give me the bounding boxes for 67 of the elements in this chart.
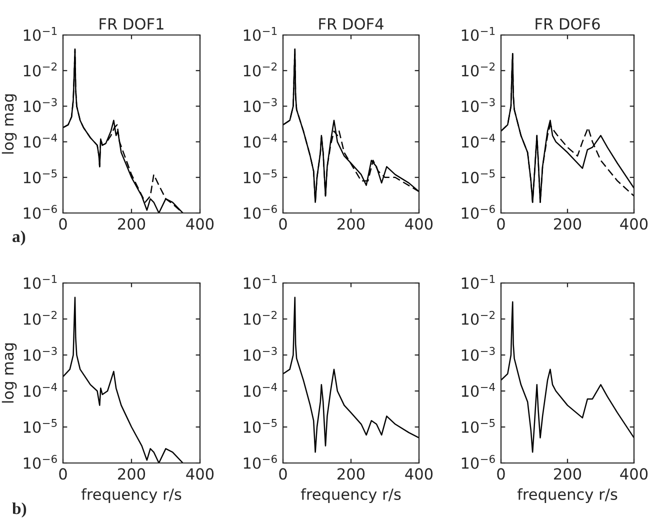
x-tick-label: 400 [405, 218, 433, 230]
y-tick-label: 10$^{−4}$ [24, 134, 57, 148]
text: b) [12, 502, 26, 518]
y-tick-label: 10$^{−4}$ [244, 134, 277, 148]
y-tick-label: 10$^{−5}$ [244, 419, 277, 433]
line-series [63, 296, 184, 463]
x-tick-label: 200 [338, 218, 365, 230]
x-tick-label: 0 [497, 468, 505, 480]
y-tick-label: 10$^{−6}$ [244, 454, 277, 469]
x-tick-label: 200 [554, 468, 582, 480]
text: a) [12, 230, 26, 246]
y-tick-label: 10$^{−2}$ [24, 62, 57, 77]
y-tick-label: 10$^{−3}$ [24, 346, 57, 361]
x-tick-label: 200 [554, 218, 582, 230]
y-tick-label: 10$^{−1}$ [244, 275, 277, 289]
y-axis-title: log mag [2, 94, 17, 154]
y-tick-label: 10$^{−1}$ [24, 275, 57, 289]
y-tick-label: 10$^{−4}$ [462, 383, 495, 397]
y-tick-label: 10$^{−6}$ [24, 204, 57, 219]
y-tick-label: 10$^{−2}$ [462, 62, 495, 77]
x-tick-label: 200 [338, 468, 365, 480]
y-tick-label: 10$^{−4}$ [462, 134, 495, 148]
x-tick-label: 0 [59, 218, 67, 230]
y-tick-label: 10$^{−3}$ [462, 98, 495, 112]
y-tick-label: 10$^{−3}$ [244, 98, 277, 112]
line-series [501, 301, 634, 453]
y-tick-label: 10$^{−6}$ [462, 204, 495, 219]
y-tick-label: 10$^{−3}$ [244, 346, 277, 361]
y-tick-label: 10$^{−1}$ [24, 27, 57, 41]
y-tick-label: 10$^{−2}$ [244, 62, 277, 77]
y-axis-title: log mag [2, 343, 17, 403]
x-tick-label: 400 [186, 468, 214, 480]
y-tick-label: 10$^{−1}$ [462, 27, 495, 41]
y-tick-label: 10$^{−1}$ [462, 275, 495, 289]
y-tick-label: 10$^{−3}$ [24, 98, 57, 112]
chart-title: FR DOF1 [100, 18, 164, 30]
y-tick-label: 10$^{−1}$ [244, 27, 277, 41]
x-tick-label: 0 [497, 218, 505, 230]
x-tick-label: 400 [186, 218, 214, 230]
x-tick-label: 0 [279, 468, 287, 480]
y-tick-label: 10$^{−6}$ [462, 454, 495, 469]
x-axis-title: frequency r/s [300, 488, 401, 503]
y-tick-label: 10$^{−4}$ [244, 383, 277, 397]
y-tick-label: 10$^{−5}$ [24, 419, 57, 433]
y-tick-label: 10$^{−5}$ [244, 169, 277, 184]
y-tick-label: 10$^{−4}$ [24, 383, 57, 397]
y-tick-label: 10$^{−2}$ [244, 310, 277, 325]
chart-title: FR DOF6 [536, 18, 600, 30]
y-tick-label: 10$^{−2}$ [462, 310, 495, 325]
x-tick-label: 0 [279, 218, 287, 230]
x-tick-label: 400 [620, 218, 648, 230]
y-tick-label: 10$^{−5}$ [462, 419, 495, 433]
x-tick-label: 0 [59, 468, 67, 480]
x-tick-label: 400 [405, 468, 433, 480]
y-tick-label: 10$^{−2}$ [24, 310, 57, 325]
y-tick-label: 10$^{−5}$ [462, 169, 495, 184]
line-series [283, 296, 419, 453]
y-tick-label: 10$^{−6}$ [244, 204, 277, 219]
x-tick-label: 200 [118, 468, 146, 480]
y-tick-label: 10$^{−3}$ [462, 346, 495, 361]
x-tick-label: 200 [118, 218, 146, 230]
y-tick-label: 10$^{−6}$ [24, 454, 57, 469]
chart-title: FR DOF4 [319, 18, 384, 30]
y-tick-label: 10$^{−5}$ [24, 169, 57, 184]
x-axis-title: frequency r/s [81, 488, 182, 503]
x-tick-label: 400 [620, 468, 648, 480]
x-axis-title: frequency r/s [517, 488, 618, 503]
